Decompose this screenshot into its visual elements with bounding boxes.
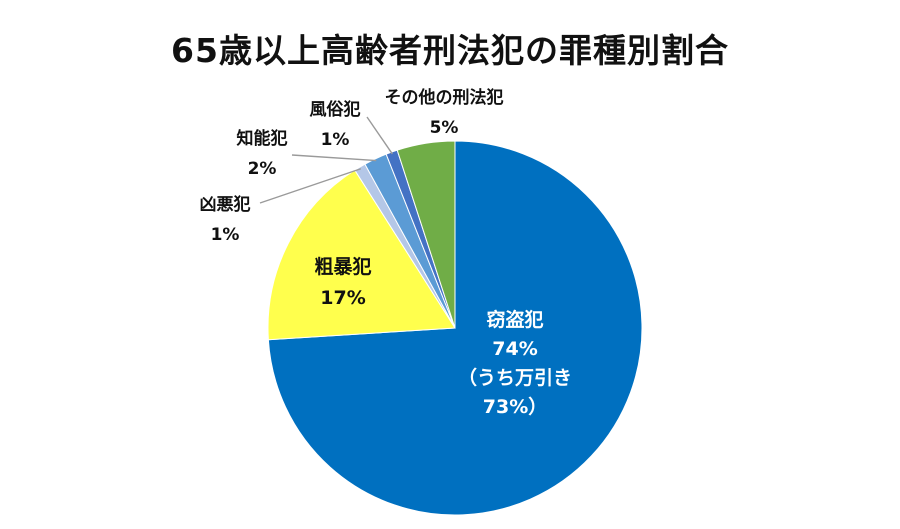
slice-label-4-0: 風俗犯 bbox=[310, 99, 361, 120]
slice-label-1-0: 粗暴犯 bbox=[314, 255, 371, 278]
slice-value-label-3: 2% bbox=[248, 159, 277, 179]
slice-label-5-0: その他の刑法犯 bbox=[385, 87, 504, 108]
chart-title: 65歳以上高齢者刑法犯の罪種別割合 bbox=[171, 31, 729, 70]
slice-value-label-5: 5% bbox=[430, 118, 459, 138]
leader-line-4 bbox=[366, 116, 393, 155]
pie-slice-1 bbox=[267, 169, 456, 341]
slice-value-label-0: 74% bbox=[492, 338, 537, 360]
slice-value-label-4: 1% bbox=[321, 130, 350, 150]
pie-slice-5 bbox=[396, 140, 456, 329]
slice-label-0-3: 73%） bbox=[483, 395, 547, 418]
slice-label-0-2: （うち万引き bbox=[458, 366, 572, 389]
slice-label-2-0: 凶悪犯 bbox=[200, 194, 251, 215]
leader-line-2 bbox=[259, 168, 362, 204]
slice-value-label-2: 1% bbox=[211, 225, 240, 245]
slice-value-label-1: 17% bbox=[320, 287, 365, 309]
slice-label-3-0: 知能犯 bbox=[236, 128, 288, 149]
leader-line-3 bbox=[291, 154, 377, 162]
slice-label-0-0: 窃盗犯 bbox=[486, 308, 543, 331]
